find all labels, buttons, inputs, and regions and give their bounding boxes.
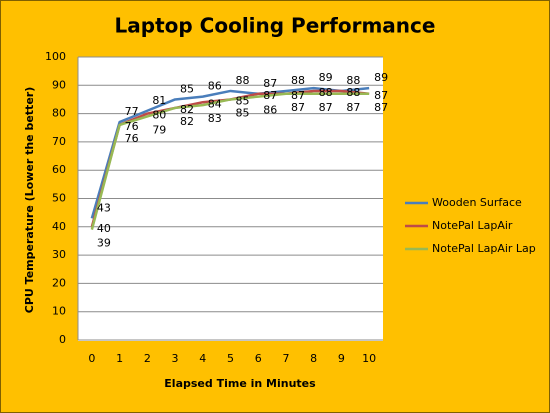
series-line xyxy=(90,86,370,219)
data-label: 88 xyxy=(291,74,305,87)
data-label: 85 xyxy=(236,94,250,107)
data-label: 86 xyxy=(208,80,222,93)
y-axis-label: CPU Temperature (Lower the better) xyxy=(23,87,36,313)
x-tick-label: 8 xyxy=(310,352,317,365)
series-line xyxy=(90,92,370,230)
x-tick-label: 7 xyxy=(282,352,289,365)
data-label: 86 xyxy=(263,104,277,117)
x-tick-label: 6 xyxy=(255,352,262,365)
y-tick-label: 80 xyxy=(52,107,66,120)
x-tick-label: 5 xyxy=(227,352,234,365)
data-label: 40 xyxy=(97,222,111,235)
data-label: 77 xyxy=(125,105,139,118)
data-label: 87 xyxy=(263,77,277,90)
data-label: 82 xyxy=(180,103,194,116)
x-tick-label: 10 xyxy=(362,352,376,365)
x-tick-label: 0 xyxy=(88,352,95,365)
data-label: 43 xyxy=(97,201,111,214)
y-tick-label: 0 xyxy=(59,333,66,346)
legend-label: NotePal LapAir xyxy=(432,219,513,232)
x-tick-label: 1 xyxy=(116,352,123,365)
data-label: 88 xyxy=(319,86,333,99)
data-label: 89 xyxy=(374,71,388,84)
data-label: 85 xyxy=(180,82,194,95)
data-label: 76 xyxy=(125,132,139,145)
data-label: 88 xyxy=(236,74,250,87)
x-axis-label: Elapsed Time in Minutes xyxy=(164,377,316,390)
x-tick-label: 4 xyxy=(199,352,206,365)
y-tick-label: 30 xyxy=(52,248,66,261)
y-tick-label: 20 xyxy=(52,276,66,289)
legend-label: Wooden Surface xyxy=(432,196,522,209)
data-label: 88 xyxy=(346,74,360,87)
x-tick-label: 3 xyxy=(172,352,179,365)
data-label: 83 xyxy=(208,112,222,125)
data-label: 85 xyxy=(236,106,250,119)
data-label: 87 xyxy=(291,89,305,102)
y-tick-label: 70 xyxy=(52,135,66,148)
y-tick-label: 90 xyxy=(52,78,66,91)
data-label: 87 xyxy=(263,89,277,102)
data-label: 39 xyxy=(97,237,111,250)
data-label: 87 xyxy=(374,89,388,102)
data-label: 87 xyxy=(374,101,388,114)
x-tick-label: 9 xyxy=(338,352,345,365)
chart-title: Laptop Cooling Performance xyxy=(115,14,436,38)
data-label: 82 xyxy=(180,115,194,128)
data-label: 80 xyxy=(152,109,166,122)
data-label: 76 xyxy=(125,120,139,133)
x-tick-label: 2 xyxy=(144,352,151,365)
legend-label: NotePal LapAir Lap xyxy=(432,242,536,255)
data-label: 81 xyxy=(152,94,166,107)
data-label: 87 xyxy=(319,101,333,114)
y-tick-label: 10 xyxy=(52,305,66,318)
data-label: 87 xyxy=(346,101,360,114)
data-label: 88 xyxy=(346,86,360,99)
data-label: 79 xyxy=(152,123,166,136)
y-tick-label: 100 xyxy=(45,50,66,63)
data-label: 89 xyxy=(319,71,333,84)
y-tick-label: 50 xyxy=(52,192,66,205)
data-label: 87 xyxy=(291,101,305,114)
y-tick-label: 40 xyxy=(52,220,66,233)
data-label: 84 xyxy=(208,97,222,110)
y-tick-label: 60 xyxy=(52,163,66,176)
